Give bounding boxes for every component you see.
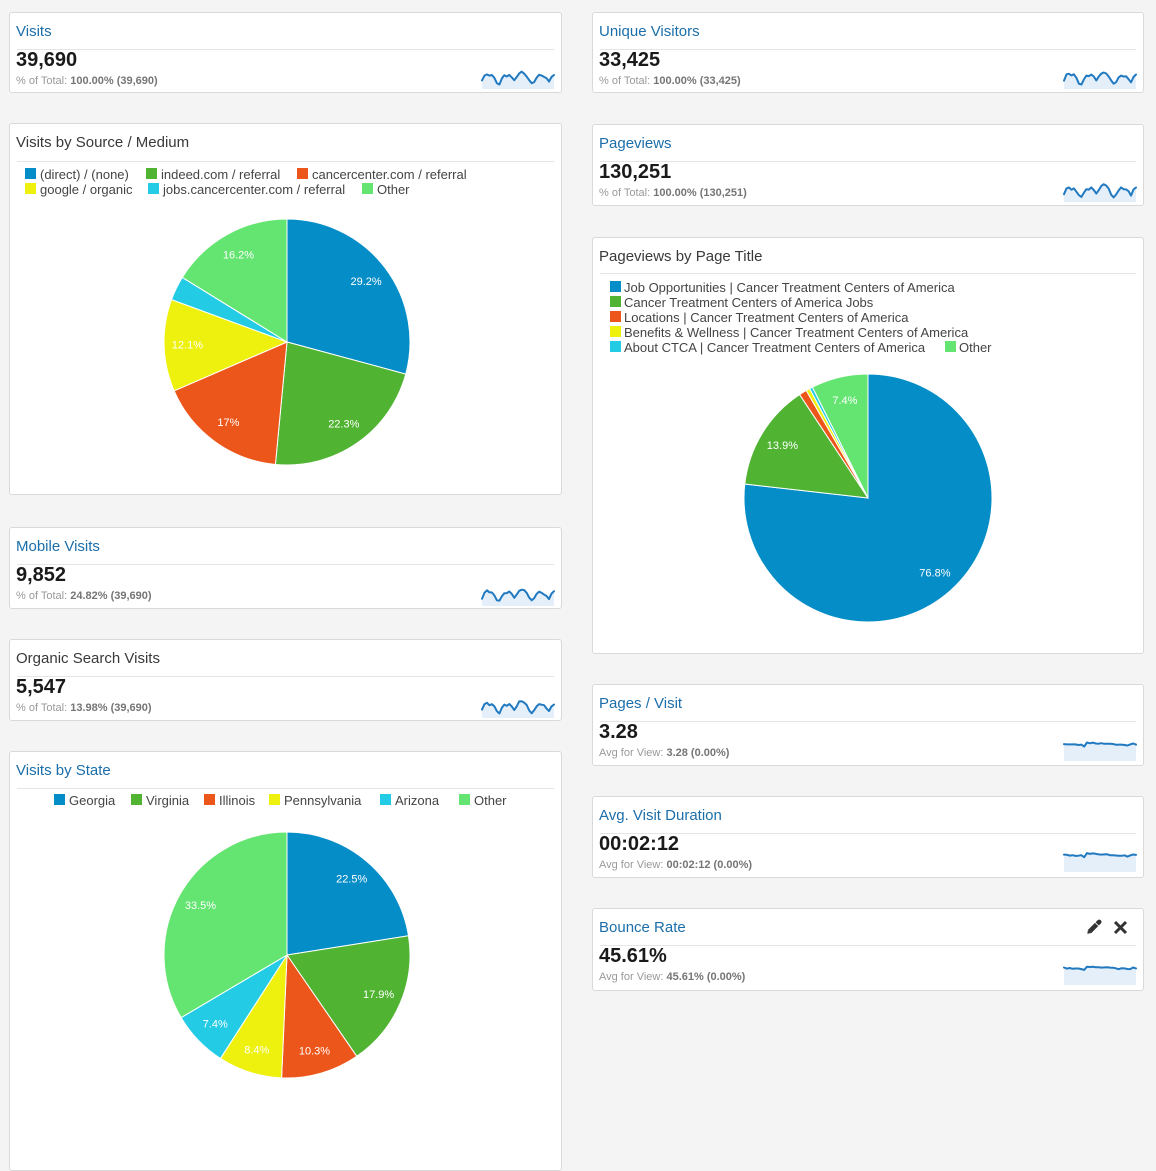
svg-text:13.9%: 13.9% (767, 440, 798, 452)
svg-text:7.4%: 7.4% (832, 395, 857, 407)
svg-text:29.2%: 29.2% (350, 276, 381, 288)
svg-text:22.3%: 22.3% (328, 418, 359, 430)
svg-text:10.3%: 10.3% (299, 1045, 330, 1057)
svg-text:16.2%: 16.2% (223, 250, 254, 262)
svg-text:12.1%: 12.1% (172, 339, 203, 351)
svg-text:33.5%: 33.5% (185, 900, 216, 912)
svg-text:17.9%: 17.9% (363, 989, 394, 1001)
svg-text:7.4%: 7.4% (203, 1019, 228, 1031)
svg-text:22.5%: 22.5% (336, 874, 367, 886)
svg-text:76.8%: 76.8% (919, 567, 950, 579)
svg-text:17%: 17% (217, 417, 239, 429)
svg-text:8.4%: 8.4% (244, 1044, 269, 1056)
